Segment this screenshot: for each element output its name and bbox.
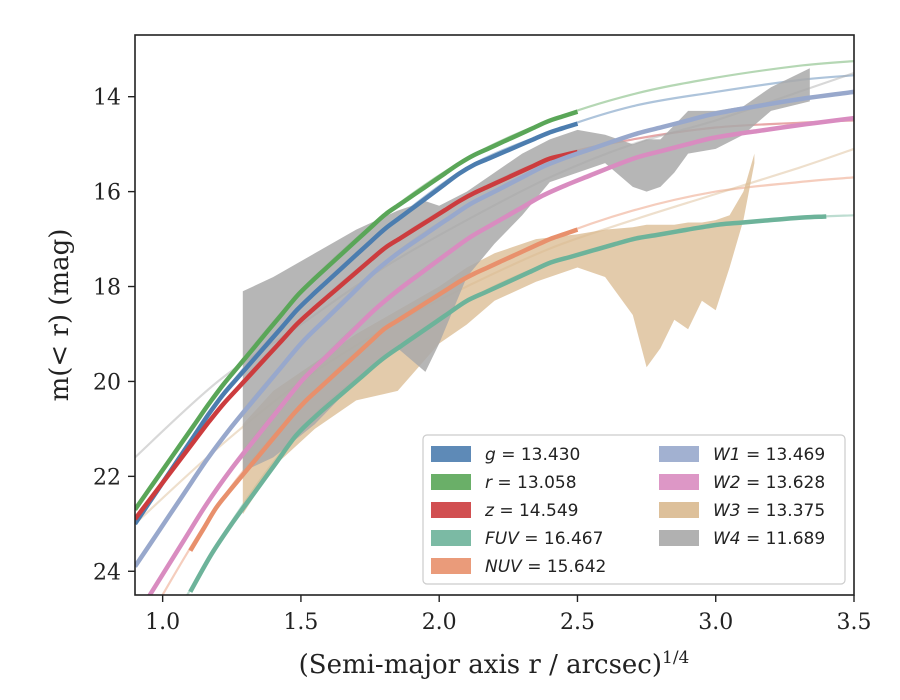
x-tick-label: 1.5: [283, 610, 318, 635]
legend: g = 13.430 r = 13.058 z = 14.549 FUV = 16.4…: [422, 434, 846, 585]
x-tick-label: 2.0: [422, 610, 457, 635]
legend-label-w2: W2 = 13.628: [713, 473, 825, 493]
y-tick-label: 22: [93, 465, 121, 490]
legend-swatch-nuv: [431, 558, 471, 574]
legend-label-w3: W3 = 13.375: [713, 501, 825, 521]
legend-swatch-w3: [659, 502, 699, 518]
y-tick-label: 16: [93, 181, 121, 206]
legend-label-fuv: FUV = 16.467: [485, 529, 603, 549]
profile-curves: [135, 89, 854, 595]
x-tick-label: 3.0: [698, 610, 733, 635]
legend-swatch-w4: [659, 530, 699, 546]
legend-swatch-r: [431, 474, 471, 490]
legend-swatch-z: [431, 502, 471, 518]
x-axis: 1.0 1.5 2.0 2.5 3.0 3.5: [145, 595, 872, 635]
legend-label-z: z = 14.549: [484, 501, 578, 521]
legend-swatch-g: [431, 446, 471, 462]
legend-label-w1: W1 = 13.469: [713, 445, 825, 465]
x-axis-title: (Semi-major axis r / arcsec)1/4: [299, 648, 690, 680]
band-w4: [242, 68, 810, 472]
x-tick-label: 3.5: [837, 610, 872, 635]
profile-curve-w1: [135, 89, 854, 568]
plot-frame: [134, 34, 855, 596]
error-bands: [242, 68, 810, 515]
profile-curve-fuv: [188, 214, 827, 593]
legend-swatch-w2: [659, 474, 699, 490]
x-tick-label: 1.0: [145, 610, 180, 635]
band-w3: [242, 153, 755, 515]
y-axis-title: m(< r) (mag): [45, 229, 75, 402]
y-tick-label: 18: [93, 276, 121, 301]
legend-label-g: g = 13.430: [485, 445, 580, 465]
y-axis: 14 16 18 20 22 24: [93, 86, 135, 585]
profile-curve-r: [135, 109, 579, 511]
x-tick-label: 2.5: [560, 610, 595, 635]
y-tick-label: 14: [93, 86, 121, 111]
legend-label-nuv: NUV = 15.642: [485, 557, 606, 577]
y-tick-label: 24: [93, 560, 121, 585]
legend-swatch-w1: [659, 446, 699, 462]
profile-curve-z: [135, 149, 578, 521]
legend-swatch-fuv: [431, 530, 471, 546]
y-tick-label: 20: [93, 370, 121, 395]
legend-box: [422, 434, 846, 585]
legend-label-w4: W4 = 11.689: [713, 529, 825, 549]
profile-curve-nuv: [188, 227, 579, 552]
legend-label-r: r = 13.058: [485, 473, 577, 493]
profile-curve-w2: [147, 115, 854, 595]
profile-curve-g: [135, 121, 579, 526]
